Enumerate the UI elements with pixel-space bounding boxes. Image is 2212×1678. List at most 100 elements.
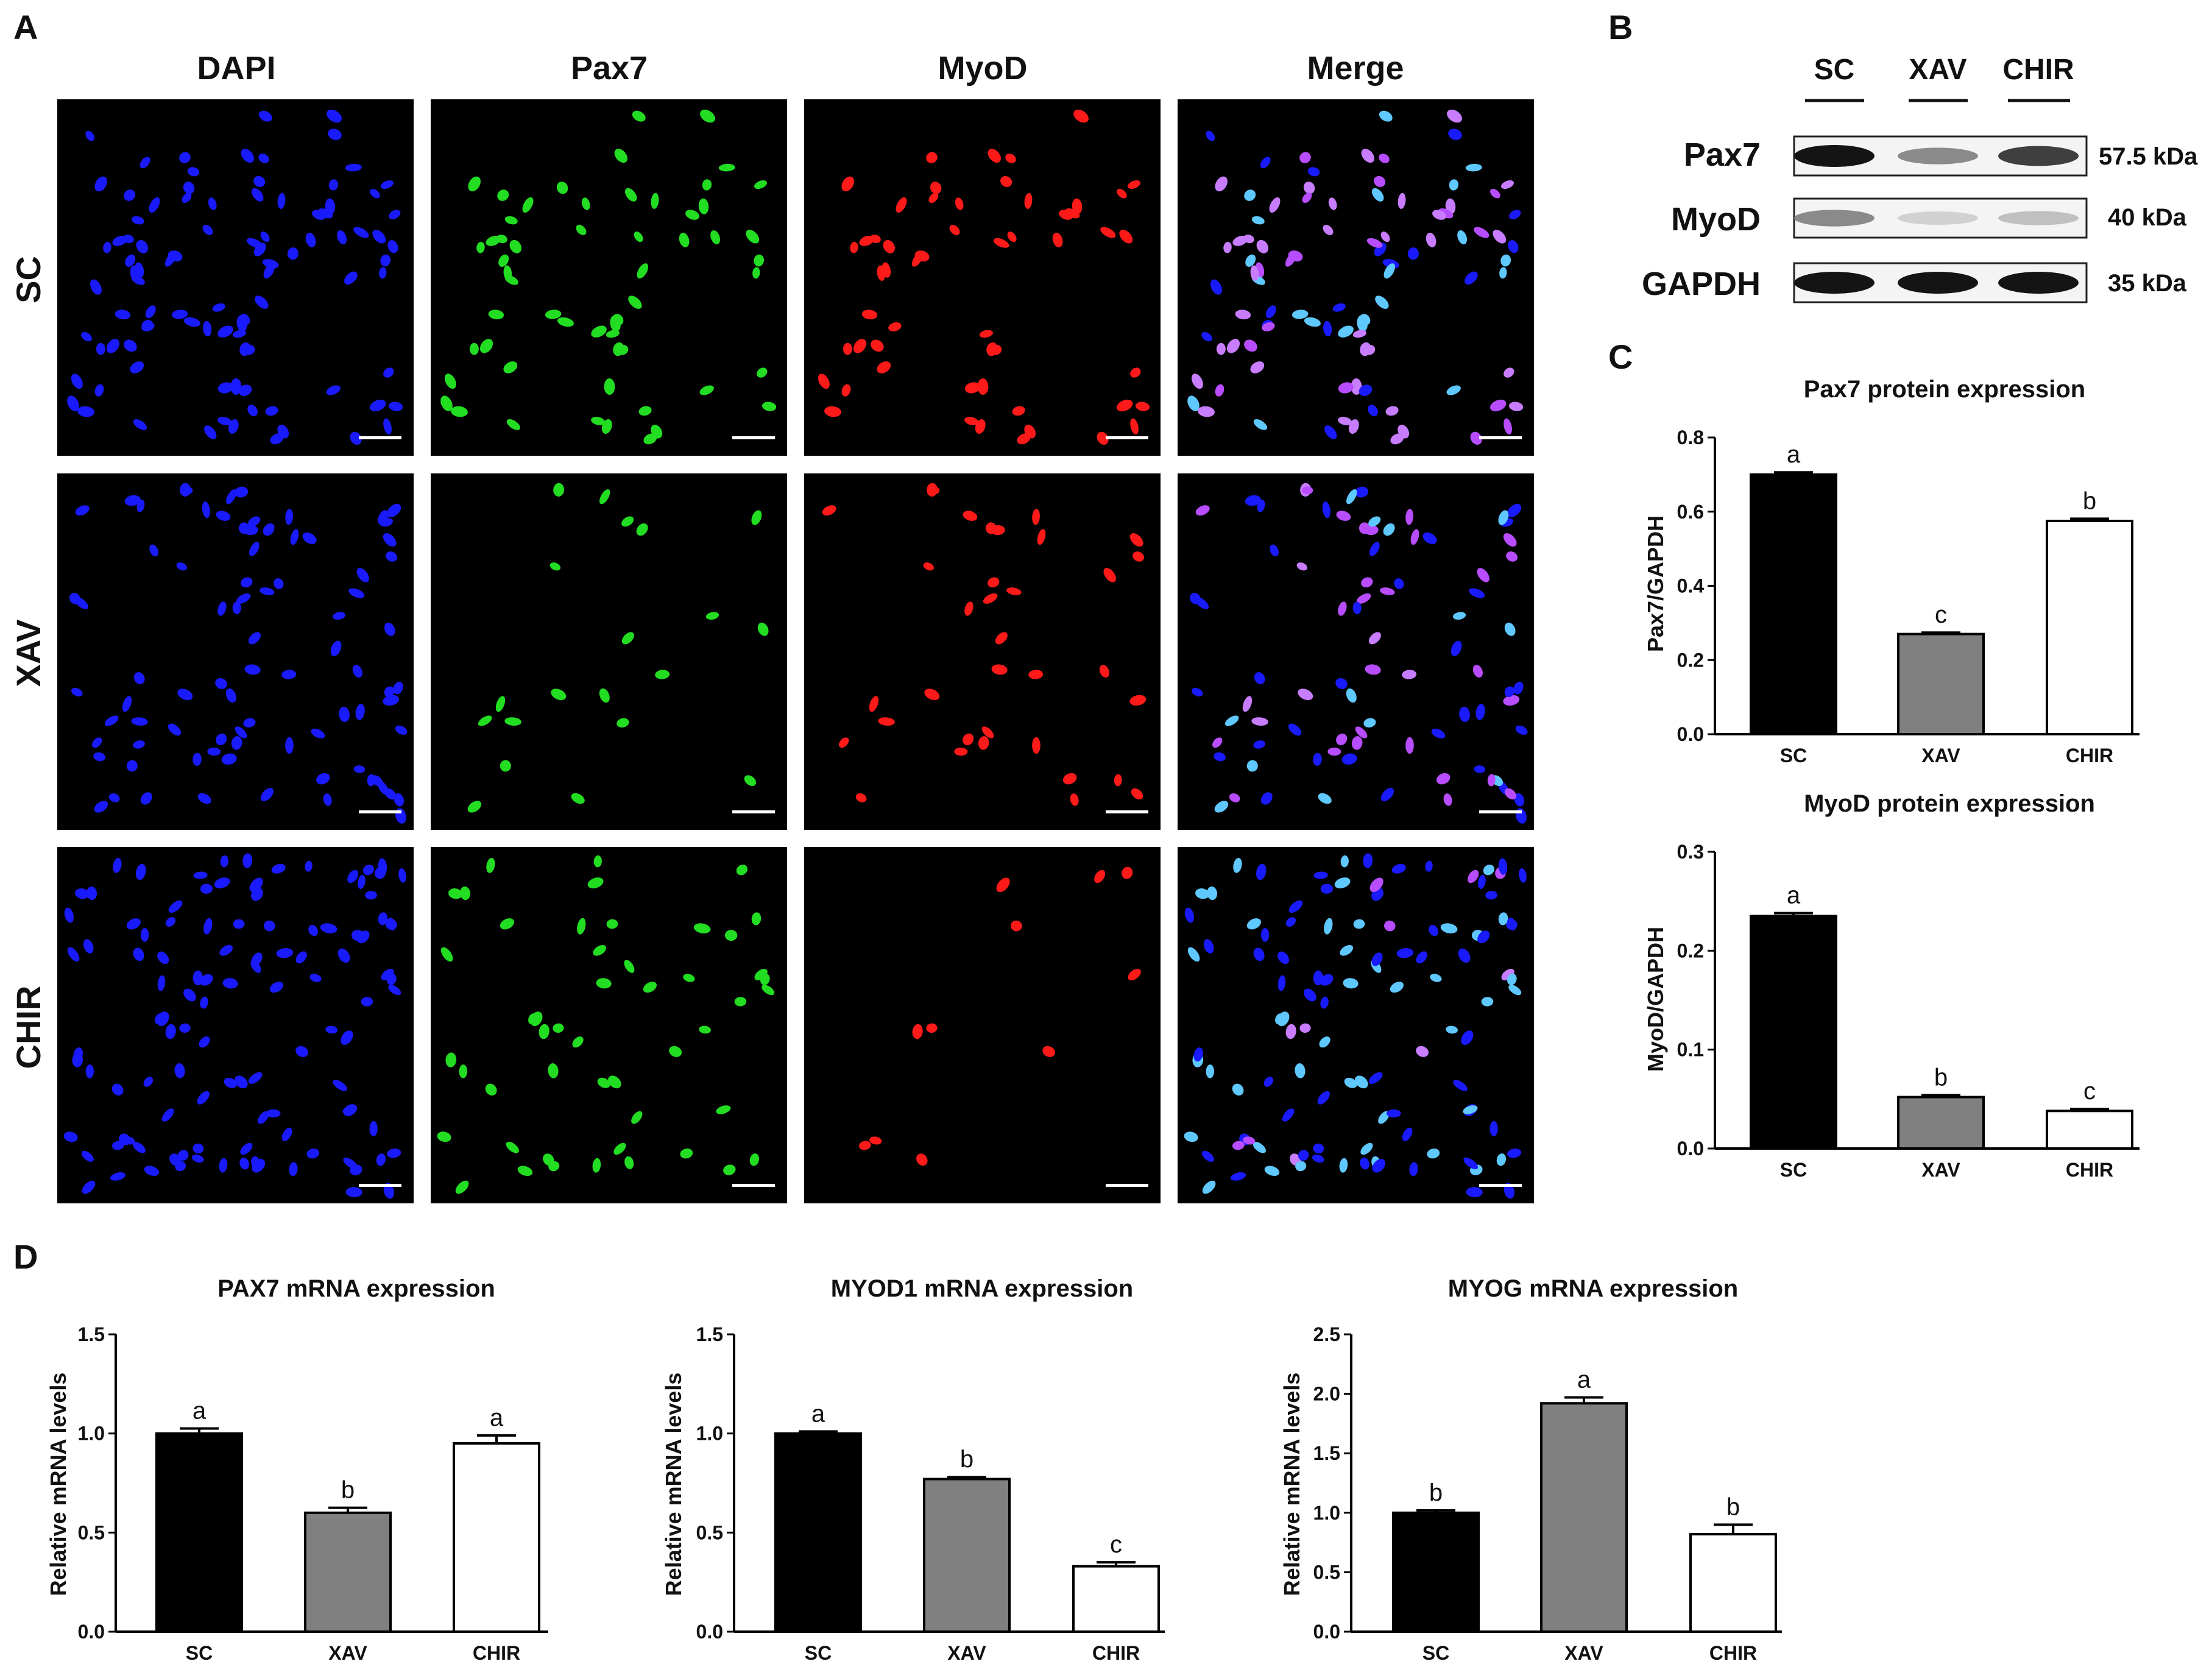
sig-label: b <box>1429 1479 1443 1506</box>
panel-b-western-blot: SC XAV CHIR Pax7 MyoD GAPDH 57.5 kDa 40 … <box>1642 54 2198 303</box>
x-tick-label: XAV <box>328 1642 367 1664</box>
blot-size-gapdh: 35 kDa <box>2108 270 2187 297</box>
bar-xav <box>923 1478 1011 1634</box>
blot-band <box>1998 272 2079 294</box>
sig-label: c <box>1110 1531 1122 1558</box>
chart-title: MyoD protein expression <box>1804 790 2095 817</box>
chart-title: Pax7 protein expression <box>1804 376 2085 403</box>
bar-sc <box>1750 473 1837 735</box>
bar-sc <box>1392 1511 1480 1634</box>
chart-ylabel: Relative mRNA levels <box>1279 1373 1304 1596</box>
chart-title: PAX7 mRNA expression <box>217 1275 495 1302</box>
blot-lane-sc: SC <box>1814 54 1855 86</box>
blot-band <box>1794 210 1875 227</box>
chart-pax7-protein: Pax7 protein expression Pax7/GAPDH 0.0 0.… <box>1643 376 2140 766</box>
micro-tile-chir-myod <box>804 847 1161 1203</box>
blot-band <box>1794 145 1875 167</box>
x-tick-label: XAV <box>947 1642 986 1664</box>
bar-chir <box>2046 1110 2133 1150</box>
micro-tile-xav-myod <box>804 473 1161 830</box>
scale-bar <box>1479 810 1522 813</box>
chart-pax7-mrna: PAX7 mRNA expression Relative mRNA level… <box>46 1275 548 1664</box>
micro-tile-chir-dapi <box>57 847 414 1203</box>
x-tick-label: XAV <box>1921 745 1960 766</box>
channel-header-pax7: Pax7 <box>571 50 648 87</box>
y-tick-label: 0.5 <box>1313 1561 1340 1583</box>
blot-lane-xav: XAV <box>1909 54 1966 86</box>
y-tick-label: 0.2 <box>1677 649 1704 671</box>
y-tick-label: 0.4 <box>1677 575 1705 597</box>
scale-bar <box>359 436 401 439</box>
blot-band <box>1794 272 1875 294</box>
y-tick-label: 0.2 <box>1677 940 1704 961</box>
scale-bar <box>359 1184 401 1187</box>
channel-header-merge: Merge <box>1307 50 1404 87</box>
micro-tile-sc-dapi <box>57 99 414 456</box>
bar-chir <box>1689 1532 1777 1634</box>
sig-label: c <box>2083 1078 2096 1105</box>
x-tick-label: SC <box>186 1642 213 1664</box>
micro-tile-xav-dapi <box>57 473 414 830</box>
blot-label-myod: MyoD <box>1671 201 1761 238</box>
chart-ylabel: Relative mRNA levels <box>46 1373 71 1596</box>
scale-bar <box>1106 810 1148 813</box>
y-tick-label: 2.5 <box>1313 1323 1340 1345</box>
sig-label: b <box>1726 1493 1740 1520</box>
blot-strip-gapdh <box>1793 262 2088 303</box>
sig-label: b <box>341 1477 355 1504</box>
sig-label: b <box>2083 487 2096 514</box>
chart-myod1-mrna: MYOD1 mRNA expression Relative mRNA leve… <box>661 1275 1165 1664</box>
sig-label: c <box>1935 601 1947 628</box>
x-tick-label: CHIR <box>1092 1642 1140 1664</box>
scale-bar <box>1106 1184 1148 1187</box>
sig-label: a <box>1787 882 1801 909</box>
x-tick-label: XAV <box>1564 1642 1603 1664</box>
y-tick-label: 0.5 <box>78 1521 105 1543</box>
panel-letter-a: A <box>13 8 38 46</box>
blot-label-pax7: Pax7 <box>1684 136 1761 173</box>
y-tick-label: 1.5 <box>1313 1442 1340 1464</box>
y-tick-label: 1.0 <box>1313 1502 1340 1524</box>
blot-band <box>1898 211 1978 225</box>
y-tick-label: 0.3 <box>1677 841 1704 863</box>
micro-tile-chir-pax7 <box>431 847 787 1203</box>
bar-chir <box>1072 1565 1160 1633</box>
micro-tile-sc-myod <box>804 99 1161 456</box>
x-tick-label: SC <box>805 1642 832 1664</box>
panel-letter-b: B <box>1608 8 1633 46</box>
row-label-chir: CHIR <box>9 986 48 1069</box>
y-tick-label: 0.0 <box>1313 1621 1340 1643</box>
chart-title: MYOG mRNA expression <box>1448 1275 1738 1302</box>
blot-band <box>1998 146 2079 166</box>
scale-bar <box>1479 436 1522 439</box>
micro-tile-xav-merge <box>1178 473 1534 830</box>
panel-a-microscopy: DAPI Pax7 MyoD Merge SC XAV CHIR <box>9 50 1534 1203</box>
micro-tile-chir-merge <box>1178 847 1534 1203</box>
y-tick-label: 0.8 <box>1677 427 1704 448</box>
bar-sc <box>1750 915 1837 1150</box>
blot-size-pax7: 57.5 kDa <box>2099 143 2198 170</box>
sig-label: b <box>960 1446 973 1473</box>
y-tick-label: 1.5 <box>78 1323 105 1345</box>
micro-tile-sc-merge <box>1178 99 1534 456</box>
x-tick-label: CHIR <box>1709 1642 1757 1664</box>
sig-label: a <box>490 1404 504 1431</box>
blot-strip-myod <box>1793 197 2088 239</box>
scale-bar <box>359 810 401 813</box>
y-tick-label: 0.0 <box>696 1621 723 1643</box>
channel-header-myod: MyoD <box>938 50 1028 87</box>
blot-lane-chir: CHIR <box>2002 54 2074 86</box>
blot-strips <box>1793 135 2088 303</box>
bar-xav <box>1897 1096 1985 1150</box>
x-tick-label: CHIR <box>2066 1159 2113 1181</box>
bar-xav <box>1897 632 1985 735</box>
chart-ylabel: Pax7/GAPDH <box>1643 515 1668 652</box>
y-tick-label: 0.5 <box>696 1521 723 1543</box>
bar-xav <box>304 1511 392 1634</box>
scale-bar <box>732 810 775 813</box>
scale-bar <box>732 1184 775 1187</box>
y-tick-label: 0.0 <box>1677 1138 1704 1159</box>
sig-label: b <box>1934 1064 1948 1091</box>
row-label-xav: XAV <box>9 620 48 687</box>
